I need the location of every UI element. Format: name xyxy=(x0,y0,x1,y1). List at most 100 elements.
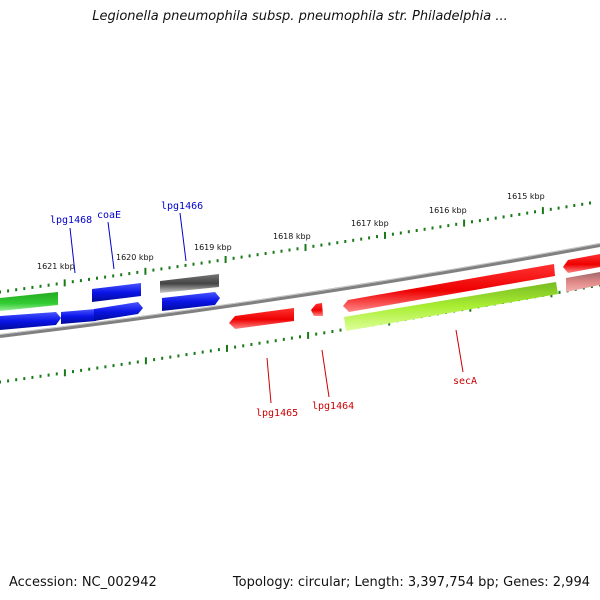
outer-tick-mark xyxy=(431,226,434,230)
outer-tick-mark xyxy=(288,248,291,252)
inner-tick-mark xyxy=(136,360,139,364)
outer-tick-mark xyxy=(384,231,386,239)
gene-arrow-lpg1466[interactable] xyxy=(162,292,220,311)
inner-tick-mark xyxy=(315,332,318,336)
outer-tick-mark xyxy=(79,279,82,283)
inner-tick-mark xyxy=(153,358,156,362)
inner-tick-mark xyxy=(290,336,293,340)
leader-line-lpg1466 xyxy=(179,212,187,262)
inner-tick-mark xyxy=(217,348,220,352)
outer-tick-mark xyxy=(88,277,90,281)
inner-tick-mark xyxy=(193,351,196,355)
inner-tick-mark xyxy=(250,343,253,346)
outer-tick-mark xyxy=(144,267,147,275)
outer-tick-mark xyxy=(256,253,259,257)
gene-arrow-pink[interactable] xyxy=(566,272,600,292)
inner-tick-mark xyxy=(307,331,310,339)
gene-arrow-green[interactable] xyxy=(0,292,58,311)
inner-tick-mark xyxy=(161,356,164,360)
outer-tick-mark xyxy=(518,212,521,216)
inner-tick-mark xyxy=(104,365,107,369)
outer-tick-mark xyxy=(510,214,513,218)
outer-tick-mark xyxy=(15,288,18,292)
leader-line-lpg1464 xyxy=(321,349,330,398)
outer-tick-mark xyxy=(136,270,139,274)
gene-label-lpg1468[interactable]: lpg1468 xyxy=(50,215,92,226)
outer-tick-mark xyxy=(494,216,497,220)
inner-tick-mark xyxy=(299,335,301,339)
outer-tick-mark xyxy=(391,232,394,236)
scale-label-1617: 1617 kbp xyxy=(351,219,389,228)
inner-tick-mark xyxy=(72,370,74,374)
outer-tick-mark xyxy=(581,202,584,206)
outer-tick-mark xyxy=(415,229,418,232)
outer-tick-mark xyxy=(47,283,50,287)
gene-arrow-red-right[interactable] xyxy=(563,254,600,273)
inner-tick-mark xyxy=(323,331,326,335)
outer-tick-mark xyxy=(176,265,179,269)
outer-tick-mark xyxy=(120,273,123,277)
outer-tick-mark xyxy=(216,259,219,263)
gene-arrow-coaE-2[interactable] xyxy=(94,302,143,321)
outer-tick-mark xyxy=(55,282,58,286)
inner-tick-mark xyxy=(128,361,131,365)
outer-tick-mark xyxy=(104,275,107,279)
inner-tick-mark xyxy=(331,330,334,333)
gene-label-lpg1465[interactable]: lpg1465 xyxy=(256,408,298,419)
gene-arrow-coaE[interactable] xyxy=(92,283,141,302)
inner-tick-mark xyxy=(177,354,180,358)
inner-tick-mark xyxy=(169,355,172,359)
outer-tick-mark xyxy=(39,284,42,288)
outer-tick-mark xyxy=(152,268,155,272)
outer-tick-mark xyxy=(200,261,203,265)
gene-label-coaE[interactable]: coaE xyxy=(97,210,121,221)
inner-tick-mark xyxy=(31,375,34,379)
inner-tick-mark xyxy=(15,378,18,382)
outer-tick-mark xyxy=(112,274,115,278)
scale-label-1615: 1615 kbp xyxy=(507,192,545,201)
gene-arrow-lpg1464[interactable] xyxy=(311,303,323,316)
outer-tick-mark xyxy=(368,236,371,240)
inner-tick-mark xyxy=(120,362,123,366)
outer-tick-track xyxy=(0,201,591,294)
outer-tick-mark xyxy=(541,207,544,215)
outer-tick-mark xyxy=(486,217,489,221)
accession-label: Accession: NC_002942 xyxy=(9,575,157,590)
outer-tick-mark xyxy=(208,260,211,264)
outer-tick-mark xyxy=(478,219,481,223)
gene-arrow-lpg1465[interactable] xyxy=(229,308,294,329)
gene-arrow-lpg1468[interactable] xyxy=(61,309,96,324)
outer-tick-mark xyxy=(352,238,355,242)
inner-tick-mark xyxy=(274,339,277,343)
outer-tick-mark xyxy=(96,276,98,280)
inner-tick-mark xyxy=(63,369,66,377)
inner-tick-mark xyxy=(201,350,204,354)
gene-arrow-secA[interactable] xyxy=(343,264,555,312)
inner-tick-mark xyxy=(242,344,245,348)
outer-tick-mark xyxy=(312,244,315,248)
gene-label-lpg1464[interactable]: lpg1464 xyxy=(312,401,354,412)
outer-tick-mark xyxy=(0,290,1,294)
outer-tick-mark xyxy=(168,266,171,270)
leader-line-coaE xyxy=(107,221,115,270)
leader-line-lpg1465 xyxy=(266,357,272,404)
gene-arrow-blue-left[interactable] xyxy=(0,312,61,330)
gene-arrow-lime[interactable] xyxy=(344,282,558,331)
inner-tick-mark xyxy=(0,380,1,384)
outer-tick-mark xyxy=(248,254,251,258)
scale-label-1618: 1618 kbp xyxy=(273,232,311,241)
outer-tick-mark xyxy=(184,263,187,267)
gene-label-lpg1466[interactable]: lpg1466 xyxy=(161,201,203,212)
outer-tick-mark xyxy=(160,267,163,271)
outer-tick-mark xyxy=(320,243,323,247)
gene-label-secA[interactable]: secA xyxy=(453,376,477,387)
genome-backbone xyxy=(0,243,600,338)
gene-arrow-lpg1466-gray[interactable] xyxy=(160,274,219,293)
outer-tick-mark xyxy=(549,207,552,211)
map-title: Legionella pneumophila subsp. pneumophil… xyxy=(92,9,508,24)
outer-tick-mark xyxy=(399,231,402,235)
outer-tick-mark xyxy=(439,225,442,229)
outer-tick-mark xyxy=(192,262,195,266)
topology-summary: Topology: circular; Length: 3,397,754 bp… xyxy=(232,575,590,590)
